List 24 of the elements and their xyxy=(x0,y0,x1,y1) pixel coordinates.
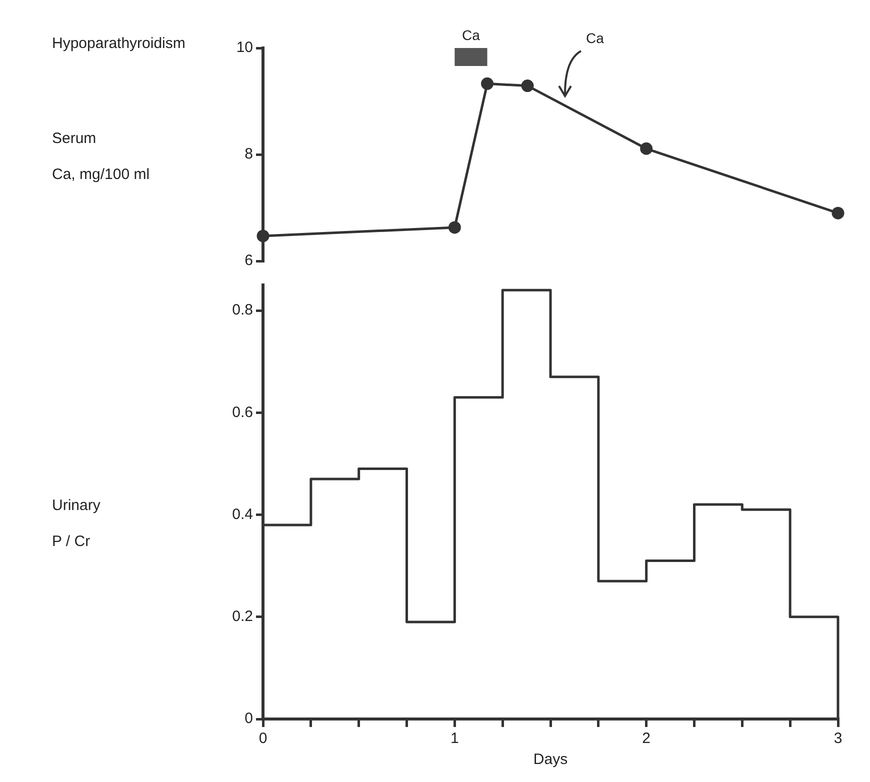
y-tick-label: 6 xyxy=(244,252,253,270)
y-tick-label: 0.8 xyxy=(232,302,253,319)
y-tick-label: 0.6 xyxy=(232,404,253,421)
point xyxy=(832,206,844,220)
text: Hypoparathyroidism xyxy=(52,34,186,54)
band-label: Ca xyxy=(462,27,480,43)
text: Urinary P / Cr xyxy=(52,497,100,550)
text: Ca xyxy=(586,30,604,46)
x-axis-title: Days xyxy=(533,751,568,768)
x-tick-label: 2 xyxy=(642,730,651,748)
y-tick-label: 10 xyxy=(236,39,253,56)
point xyxy=(521,80,534,92)
point xyxy=(448,221,461,234)
point xyxy=(256,230,270,242)
y-tick-label: 0.2 xyxy=(232,608,253,626)
y-tick-label: 0 xyxy=(244,710,253,728)
y-tick-label: 8 xyxy=(244,146,253,163)
point xyxy=(481,77,494,90)
x-tick-label: 1 xyxy=(450,730,459,748)
text: Serum Ca, mg/100 ml xyxy=(52,130,150,182)
y-tick-label: 0.4 xyxy=(232,506,253,523)
x-tick-label: 0 xyxy=(258,730,268,748)
x-tick-label: 3 xyxy=(834,730,842,748)
point xyxy=(640,142,653,155)
